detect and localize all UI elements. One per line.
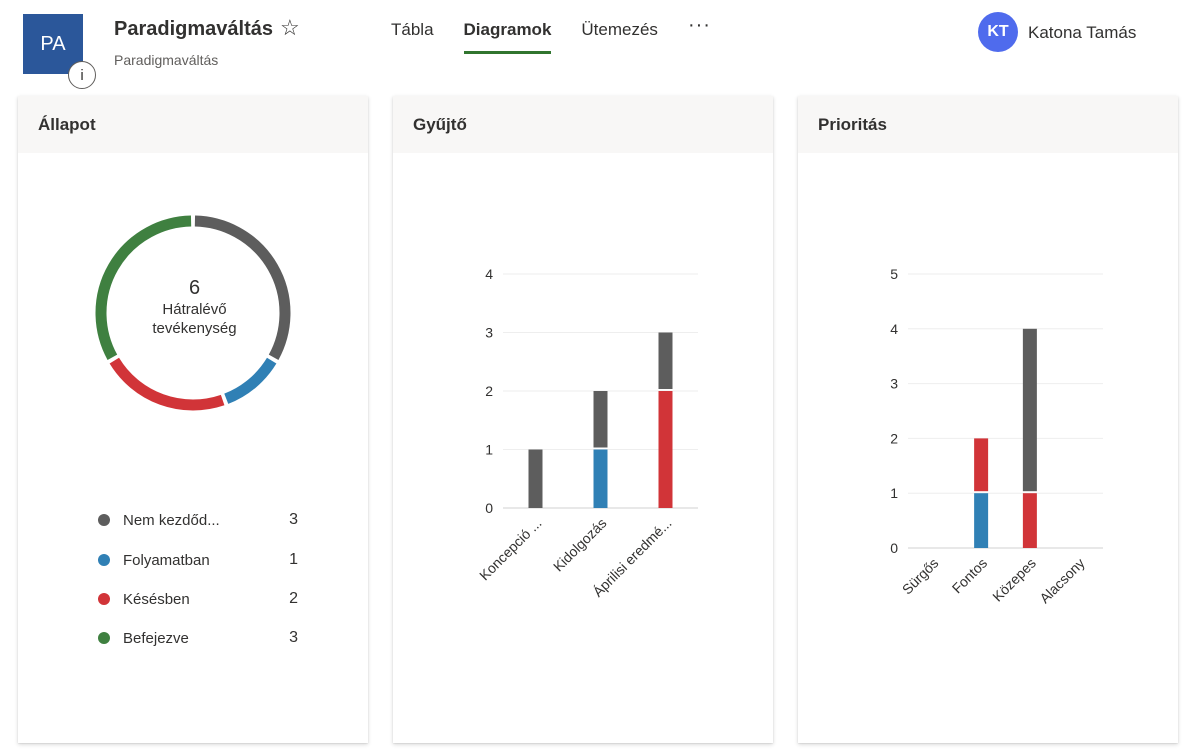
tab-charts[interactable]: Diagramok bbox=[463, 20, 551, 54]
bucket-card-title: Gyűjtő bbox=[393, 96, 773, 153]
bar-segment[interactable] bbox=[1022, 493, 1037, 548]
donut-slice[interactable] bbox=[194, 215, 291, 360]
donut-center: 6 Hátralévő tevékenység bbox=[112, 277, 277, 338]
legend-count: 1 bbox=[289, 551, 298, 568]
star-icon[interactable]: ☆ bbox=[280, 15, 300, 40]
y-tick-label: 4 bbox=[485, 266, 493, 282]
legend-dot bbox=[98, 632, 110, 644]
remaining-label-line2: tevékenység bbox=[152, 320, 237, 337]
y-tick-label: 1 bbox=[485, 442, 493, 458]
x-tick-label: Fontos bbox=[949, 555, 991, 597]
x-tick-label: Kidolgozás bbox=[550, 515, 610, 575]
y-tick-label: 3 bbox=[890, 376, 898, 392]
y-tick-label: 5 bbox=[890, 266, 898, 282]
bar-segment[interactable] bbox=[1022, 328, 1037, 492]
tab-schedule[interactable]: Ütemezés bbox=[581, 20, 658, 39]
remaining-count: 6 bbox=[188, 277, 201, 299]
bar-segment[interactable] bbox=[974, 438, 989, 492]
priority-card-title: Prioritás bbox=[798, 96, 1178, 153]
y-tick-label: 0 bbox=[485, 500, 493, 516]
donut-slice[interactable] bbox=[224, 357, 277, 404]
legend-item-completed[interactable]: Befejezve 3 bbox=[98, 628, 298, 648]
legend-label: Folyamatban bbox=[123, 551, 210, 569]
plan-title: Paradigmaváltás bbox=[114, 18, 273, 40]
x-tick-label: Sürgős bbox=[899, 555, 942, 598]
bar-segment[interactable] bbox=[974, 493, 989, 548]
y-tick-label: 2 bbox=[485, 383, 493, 399]
legend-item-late[interactable]: Késésben 2 bbox=[98, 589, 298, 609]
bar-segment[interactable] bbox=[658, 332, 673, 390]
legend-label: Befejezve bbox=[123, 629, 189, 647]
legend-dot bbox=[98, 593, 110, 605]
tab-board[interactable]: Tábla bbox=[391, 20, 434, 39]
plan-subtitle: Paradigmaváltás bbox=[114, 52, 219, 68]
legend-count: 3 bbox=[289, 511, 298, 528]
user-name[interactable]: Katona Tamás bbox=[1028, 23, 1137, 42]
donut-slice[interactable] bbox=[109, 357, 225, 411]
bar-segment[interactable] bbox=[593, 449, 608, 509]
x-tick-label: Koncepció ... bbox=[476, 515, 545, 584]
x-tick-label: Közepes bbox=[989, 555, 1039, 605]
remaining-label-line1: Hátralévő bbox=[162, 301, 227, 318]
legend-item-in-progress[interactable]: Folyamatban 1 bbox=[98, 550, 298, 570]
avatar[interactable]: KT bbox=[978, 12, 1018, 52]
legend-dot bbox=[98, 514, 110, 526]
legend-item-not-started[interactable]: Nem kezdőd... 3 bbox=[98, 510, 298, 530]
y-tick-label: 3 bbox=[485, 325, 493, 341]
y-tick-label: 4 bbox=[890, 321, 898, 337]
status-card-title: Állapot bbox=[18, 96, 368, 153]
status-donut-chart bbox=[95, 215, 291, 411]
legend-count: 3 bbox=[289, 629, 298, 646]
bucket-card: Gyűjtő 0 1 2 3 4 Koncepció ... Kidolgozás Ápril… bbox=[393, 96, 773, 743]
info-icon[interactable]: i bbox=[68, 61, 96, 89]
y-tick-label: 1 bbox=[890, 485, 898, 501]
priority-card: Prioritás 0 1 2 3 4 5 Sürgős Fontos Közepes Alacs… bbox=[798, 96, 1178, 743]
donut-slice[interactable] bbox=[95, 215, 192, 360]
more-options-icon[interactable]: ··· bbox=[687, 14, 711, 36]
legend-count: 2 bbox=[289, 590, 298, 607]
plan-icon[interactable]: PA bbox=[23, 14, 83, 74]
status-card: Állapot 6 Hátralévő tevékenység Nem kezd… bbox=[18, 96, 368, 743]
legend-dot bbox=[98, 554, 110, 566]
legend-label: Nem kezdőd... bbox=[123, 511, 220, 529]
y-tick-label: 0 bbox=[890, 540, 898, 556]
bar-segment[interactable] bbox=[593, 391, 608, 448]
view-tabs: Tábla Diagramok Ütemezés ··· bbox=[391, 14, 711, 54]
bar-segment[interactable] bbox=[658, 391, 673, 508]
x-tick-label: Alacsony bbox=[1036, 555, 1087, 606]
legend-label: Késésben bbox=[123, 590, 190, 608]
y-tick-label: 2 bbox=[890, 430, 898, 446]
bar-segment[interactable] bbox=[528, 449, 543, 509]
